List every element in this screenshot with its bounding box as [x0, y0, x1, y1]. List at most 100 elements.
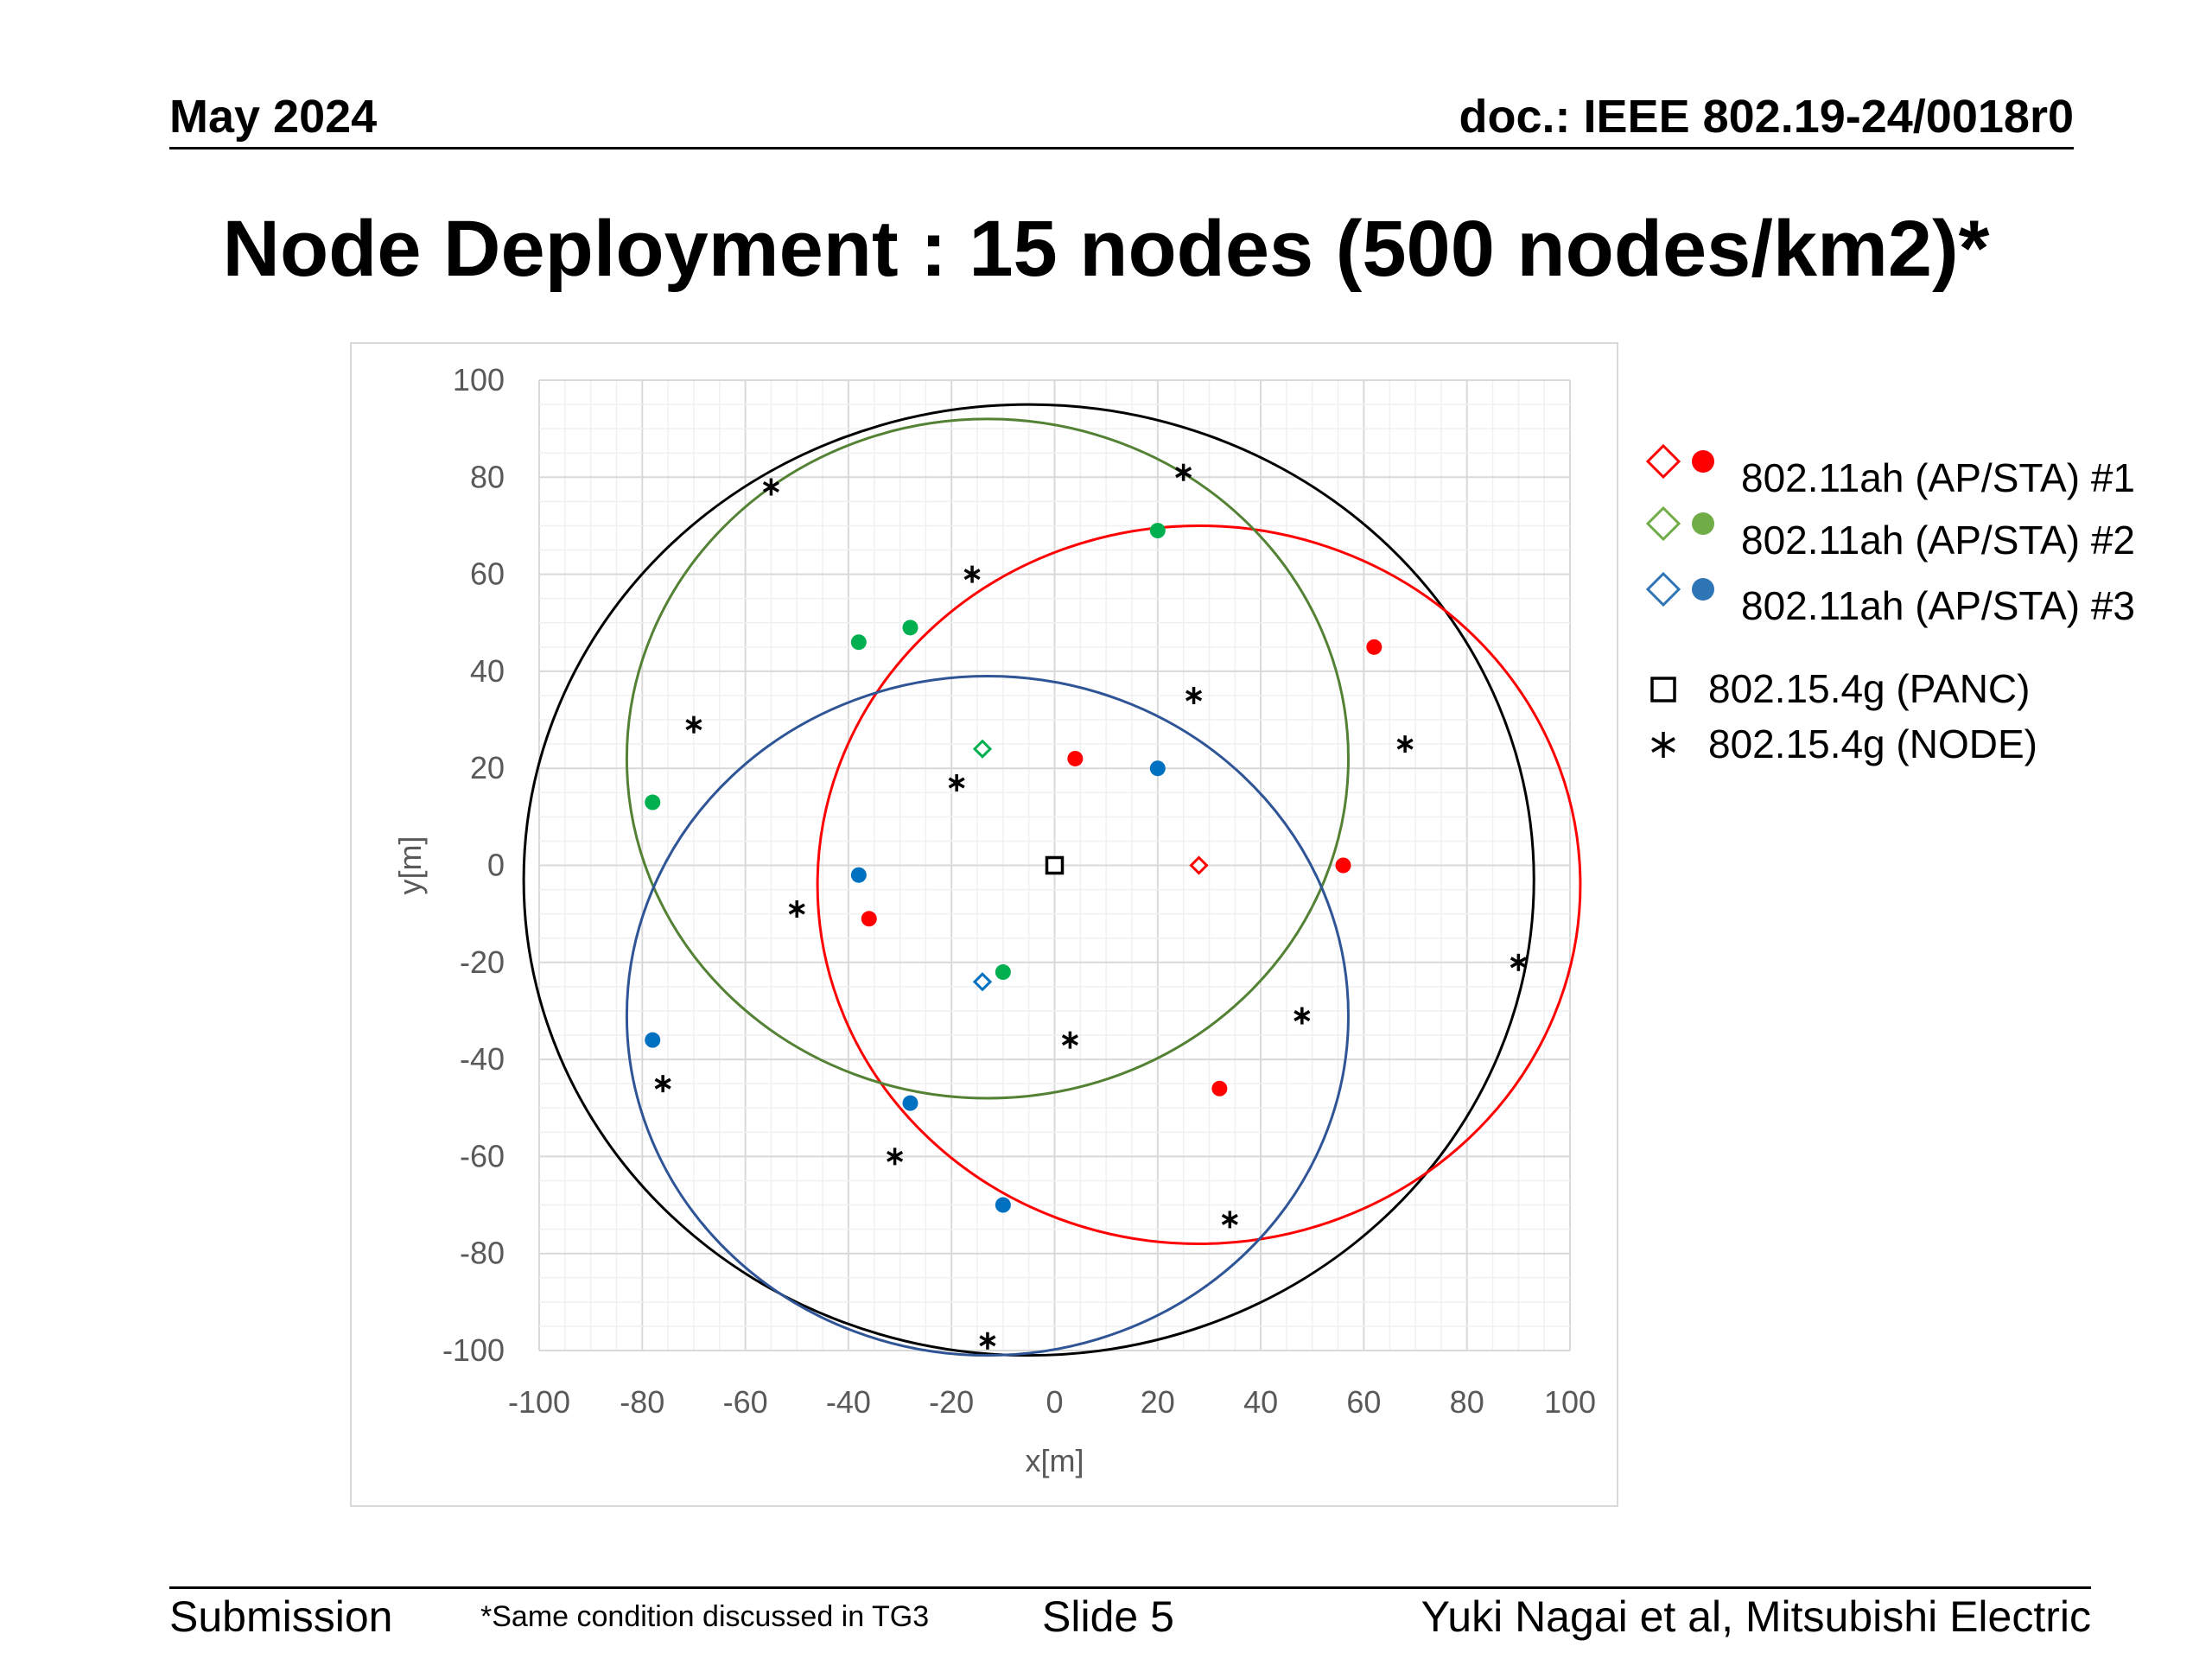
legend-marker-icon	[1645, 443, 1714, 480]
y-tick-label: 60	[470, 556, 505, 592]
legend-marker-icon	[1645, 505, 1714, 542]
sta-dot-marker	[1211, 1080, 1228, 1096]
node-asterisk-marker	[887, 1147, 904, 1166]
node-asterisk-marker	[1510, 953, 1527, 971]
sta-dot-marker	[645, 1032, 661, 1048]
node-asterisk-marker	[654, 1075, 671, 1093]
legend-dot	[1692, 450, 1714, 473]
sta-dot-marker	[1067, 750, 1084, 766]
header-rule	[169, 147, 2074, 149]
coverage-circles	[522, 403, 1582, 1357]
node-asterisk-marker	[685, 715, 702, 734]
sta-dot-marker	[645, 794, 661, 810]
panc-square-marker	[1650, 677, 1676, 702]
asterisk-stroke	[1185, 690, 1203, 702]
y-tick-label: 80	[470, 459, 505, 494]
sta-dot-marker	[1149, 523, 1166, 539]
legend-label: 802.11ah (AP/STA) #3	[1741, 583, 2136, 628]
ap-diamond-marker	[1645, 443, 1681, 480]
asterisk-stroke	[963, 569, 981, 581]
x-tick-label: 80	[1450, 1384, 1484, 1420]
y-tick-label: -40	[460, 1041, 505, 1077]
node-asterisk-marker	[1396, 735, 1414, 753]
grid	[538, 379, 1571, 1351]
asterisk-stroke	[1651, 736, 1675, 753]
x-tick-label: 0	[1046, 1384, 1063, 1420]
sta-dot-marker	[1366, 639, 1382, 655]
footer-slide-number: Slide 5	[1042, 1592, 1174, 1641]
ap-diamond-marker	[1645, 571, 1681, 607]
legend-dot	[1692, 512, 1714, 535]
ap-diamond-marker	[1189, 855, 1209, 875]
y-tick-label: 40	[470, 653, 505, 689]
node-asterisk-marker	[979, 1332, 996, 1350]
asterisk-stroke	[887, 1150, 904, 1162]
asterisk-stroke	[685, 719, 702, 731]
asterisk-stroke	[948, 777, 965, 789]
ap-diamond-marker	[972, 972, 993, 992]
legend-label: 802.15.4g (NODE)	[1708, 721, 2037, 766]
legend-item: 802.11ah (AP/STA) #2	[1637, 503, 2173, 563]
coverage-circle	[522, 403, 1535, 1357]
sta-dot-marker	[1335, 857, 1351, 874]
footer-rule	[169, 1586, 2091, 1589]
y-tick-label: -100	[442, 1332, 505, 1368]
sta-dot-marker	[902, 620, 918, 636]
node-asterisk-marker	[1221, 1211, 1238, 1229]
legend-label: 802.11ah (AP/STA) #2	[1741, 518, 2136, 563]
sta-dot-marker	[1149, 760, 1166, 777]
legend-marker-icon	[1650, 677, 1676, 702]
asterisk-stroke	[654, 1077, 671, 1090]
header-doc-id: doc.: IEEE 802.19-24/0018r0	[1459, 91, 2074, 143]
sta-dot-marker	[850, 867, 867, 883]
node-asterisk-marker	[1185, 686, 1203, 704]
node-asterisk-marker	[1061, 1031, 1078, 1049]
y-tick-label: -20	[460, 944, 505, 980]
legend-item: 802.11ah (AP/STA) #3	[1637, 569, 2173, 629]
slide-title: Node Deployment : 15 nodes (500 nodes/km…	[222, 205, 1990, 293]
legend-label: 802.11ah (AP/STA) #1	[1741, 455, 2136, 500]
x-axis-label: x[m]	[1026, 1443, 1084, 1478]
node-asterisk-marker	[1294, 1007, 1311, 1025]
sta-dot-marker	[902, 1095, 918, 1111]
x-tick-label: -40	[826, 1384, 871, 1420]
legend-dot	[1692, 578, 1714, 601]
x-tick-label: 100	[1544, 1384, 1596, 1420]
x-tick-label: 20	[1141, 1384, 1175, 1420]
tick-labels: -100 -80 -60 -40 -20 0 20 40 60 80 100 -100 -80 -60 -4…	[442, 362, 1596, 1420]
node-asterisk-marker	[963, 565, 981, 583]
legend-label: 802.15.4g (PANC)	[1708, 666, 2031, 711]
y-tick-label: -60	[460, 1138, 505, 1173]
x-tick-label: 60	[1346, 1384, 1381, 1420]
footer-note: *Same condition discussed in TG3	[480, 1600, 930, 1633]
asterisk-stroke	[788, 903, 805, 915]
coverage-circle	[625, 417, 1351, 1100]
y-tick-label: 100	[453, 362, 505, 397]
y-axis-label: y[m]	[392, 836, 428, 895]
asterisk-stroke	[1396, 738, 1414, 750]
legend-marker-icon	[1651, 732, 1675, 758]
sta-dot-marker	[861, 911, 877, 927]
x-tick-label: 40	[1243, 1384, 1278, 1420]
ap-diamond-marker	[1645, 505, 1681, 542]
footer-submission: Submission	[169, 1592, 393, 1641]
footer-author: Yuki Nagai et al, Mitsubishi Electric	[1421, 1592, 2091, 1641]
asterisk-stroke	[1061, 1034, 1078, 1046]
node-asterisk-marker	[1651, 732, 1675, 758]
sta-dot-marker	[850, 634, 867, 651]
sta-dot-marker	[995, 1197, 1011, 1213]
legend-item: 802.15.4g (NODE)	[1637, 715, 2173, 776]
y-tick-label: 20	[470, 750, 505, 785]
asterisk-stroke	[1510, 957, 1527, 969]
sta-dot-marker	[995, 964, 1011, 981]
panc-square-marker	[1045, 855, 1065, 875]
legend-item: 802.15.4g (PANC)	[1637, 660, 2173, 721]
y-tick-label: -80	[460, 1236, 505, 1271]
x-tick-label: -20	[929, 1384, 974, 1420]
node-asterisk-marker	[1175, 463, 1192, 481]
header-date: May 2024	[169, 91, 378, 143]
data-points	[645, 463, 1527, 1350]
legend-marker-icon	[1645, 571, 1714, 607]
legend-item: 802.11ah (AP/STA) #1	[1637, 441, 2173, 501]
x-tick-label: -80	[620, 1384, 664, 1420]
